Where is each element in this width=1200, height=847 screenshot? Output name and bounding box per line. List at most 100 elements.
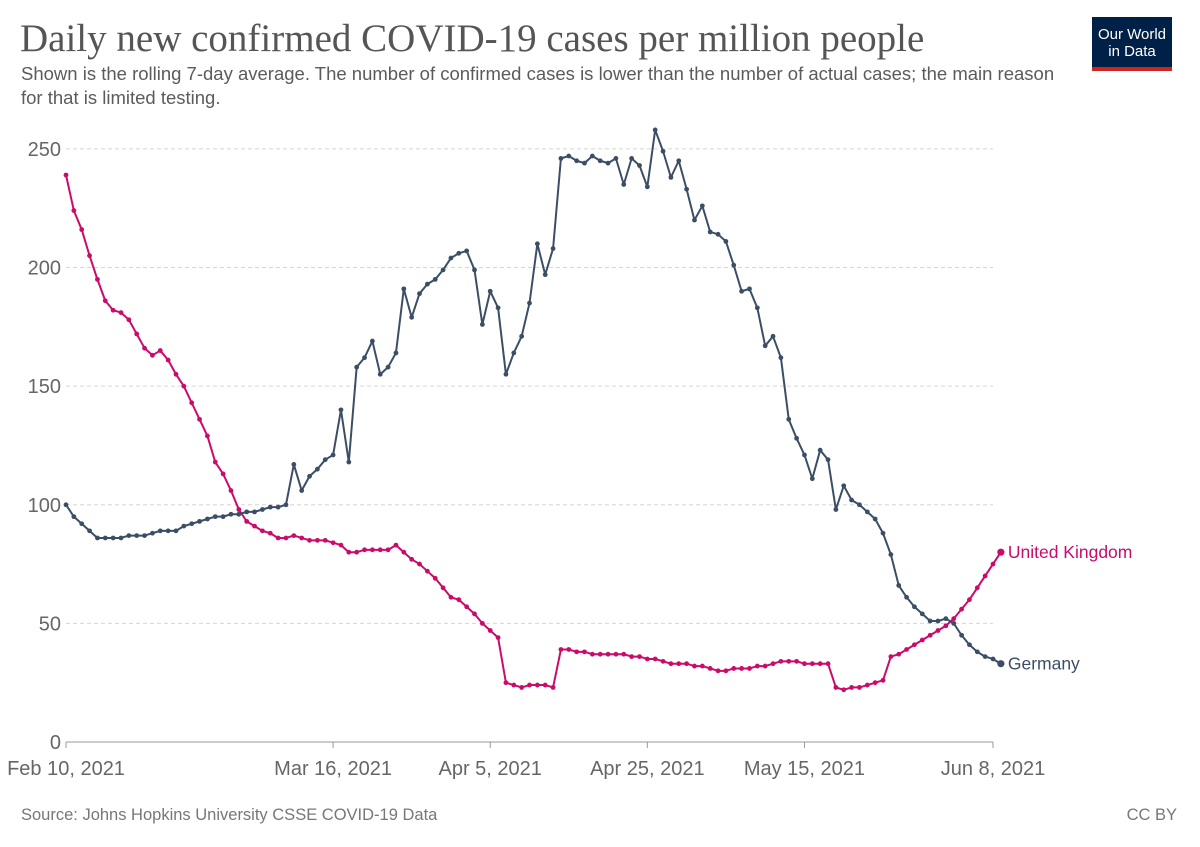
- united-kingdom-point[interactable]: [102, 298, 108, 304]
- united-kingdom-point[interactable]: [802, 661, 807, 667]
- germany-point[interactable]: [707, 229, 713, 235]
- germany-point[interactable]: [825, 457, 831, 463]
- united-kingdom-point[interactable]: [244, 518, 250, 524]
- united-kingdom-point[interactable]: [990, 561, 996, 567]
- germany-point[interactable]: [142, 533, 147, 539]
- germany-point[interactable]: [362, 355, 367, 361]
- united-kingdom-point[interactable]: [982, 573, 988, 579]
- germany-point[interactable]: [723, 239, 729, 244]
- germany-point[interactable]: [110, 535, 116, 541]
- united-kingdom-point[interactable]: [786, 658, 792, 664]
- united-kingdom-point[interactable]: [472, 611, 477, 617]
- germany-point[interactable]: [472, 267, 477, 273]
- owid-logo[interactable]: Our World in Data: [1092, 17, 1172, 71]
- germany-point[interactable]: [511, 350, 517, 356]
- germany-point[interactable]: [629, 155, 635, 161]
- united-kingdom-point[interactable]: [927, 632, 933, 638]
- germany-point[interactable]: [424, 281, 430, 287]
- united-kingdom-point[interactable]: [495, 635, 501, 641]
- united-kingdom-point[interactable]: [935, 628, 941, 633]
- germany-point[interactable]: [731, 262, 737, 268]
- germany-point[interactable]: [754, 305, 760, 311]
- united-kingdom-point[interactable]: [644, 656, 650, 662]
- united-kingdom-point[interactable]: [684, 661, 690, 667]
- united-kingdom-point[interactable]: [652, 656, 658, 662]
- germany-point[interactable]: [778, 355, 784, 361]
- united-kingdom-point[interactable]: [809, 661, 815, 667]
- germany-point[interactable]: [299, 488, 305, 493]
- germany-point[interactable]: [676, 158, 682, 164]
- germany-point[interactable]: [880, 530, 886, 536]
- germany-point[interactable]: [385, 364, 391, 370]
- germany-point[interactable]: [259, 507, 265, 512]
- united-kingdom-point[interactable]: [291, 533, 297, 539]
- germany-point[interactable]: [660, 148, 666, 154]
- germany-point[interactable]: [527, 300, 532, 306]
- germany-point[interactable]: [307, 473, 312, 479]
- united-kingdom-point[interactable]: [338, 542, 344, 548]
- germany-point[interactable]: [87, 528, 92, 534]
- united-kingdom-point[interactable]: [259, 528, 265, 534]
- germany-point[interactable]: [275, 504, 281, 510]
- germany-point[interactable]: [126, 533, 132, 539]
- united-kingdom-point[interactable]: [967, 597, 972, 603]
- germany-point[interactable]: [181, 523, 187, 529]
- germany-point[interactable]: [597, 158, 603, 164]
- united-kingdom-point[interactable]: [448, 594, 454, 600]
- united-kingdom-point[interactable]: [432, 575, 438, 581]
- united-kingdom-point[interactable]: [424, 568, 430, 574]
- germany-point[interactable]: [644, 184, 650, 190]
- united-kingdom-point[interactable]: [181, 383, 187, 389]
- germany-point[interactable]: [849, 497, 854, 503]
- germany-point[interactable]: [189, 521, 195, 527]
- united-kingdom-point[interactable]: [692, 663, 697, 669]
- germany-point[interactable]: [542, 272, 548, 278]
- germany-point[interactable]: [904, 594, 909, 600]
- series-label-united-kingdom[interactable]: United Kingdom: [1008, 542, 1133, 562]
- united-kingdom-point[interactable]: [134, 331, 140, 337]
- germany-point[interactable]: [927, 618, 933, 624]
- germany-point[interactable]: [519, 333, 525, 339]
- germany-point[interactable]: [236, 511, 242, 517]
- united-kingdom-point[interactable]: [951, 616, 957, 622]
- united-kingdom-point[interactable]: [888, 654, 894, 659]
- germany-point[interactable]: [354, 364, 360, 370]
- united-kingdom-line[interactable]: [65, 174, 1002, 691]
- germany-point[interactable]: [574, 158, 580, 164]
- germany-point[interactable]: [558, 155, 564, 161]
- united-kingdom-point[interactable]: [833, 685, 839, 690]
- united-kingdom-point[interactable]: [464, 604, 470, 610]
- united-kingdom-point[interactable]: [354, 549, 360, 555]
- germany-point[interactable]: [872, 516, 878, 522]
- germany-point[interactable]: [197, 518, 202, 524]
- united-kingdom-point[interactable]: [668, 661, 674, 667]
- united-kingdom-point[interactable]: [566, 647, 572, 652]
- germany-point[interactable]: [346, 459, 352, 465]
- germany-point[interactable]: [401, 286, 407, 292]
- united-kingdom-point[interactable]: [252, 523, 257, 529]
- germany-point[interactable]: [417, 291, 422, 297]
- germany-point[interactable]: [550, 246, 556, 251]
- germany-point[interactable]: [252, 509, 257, 515]
- united-kingdom-point[interactable]: [409, 556, 415, 562]
- germany-point[interactable]: [794, 435, 800, 441]
- united-kingdom-point[interactable]: [487, 628, 493, 633]
- united-kingdom-point[interactable]: [307, 537, 312, 543]
- united-kingdom-point[interactable]: [142, 345, 147, 351]
- germany-point[interactable]: [739, 288, 745, 294]
- germany-point[interactable]: [951, 620, 957, 626]
- united-kingdom-point[interactable]: [959, 606, 964, 612]
- united-kingdom-point[interactable]: [165, 357, 171, 363]
- united-kingdom-point[interactable]: [322, 537, 328, 543]
- united-kingdom-point[interactable]: [150, 352, 155, 358]
- united-kingdom-point[interactable]: [236, 507, 242, 512]
- united-kingdom-point[interactable]: [637, 654, 642, 659]
- united-kingdom-point[interactable]: [558, 647, 564, 652]
- united-kingdom-point[interactable]: [377, 547, 383, 553]
- germany-point[interactable]: [967, 642, 972, 648]
- united-kingdom-point[interactable]: [919, 637, 925, 643]
- germany-point[interactable]: [786, 416, 792, 422]
- united-kingdom-point[interactable]: [503, 680, 509, 686]
- germany-point[interactable]: [487, 288, 493, 294]
- united-kingdom-point[interactable]: [825, 661, 831, 667]
